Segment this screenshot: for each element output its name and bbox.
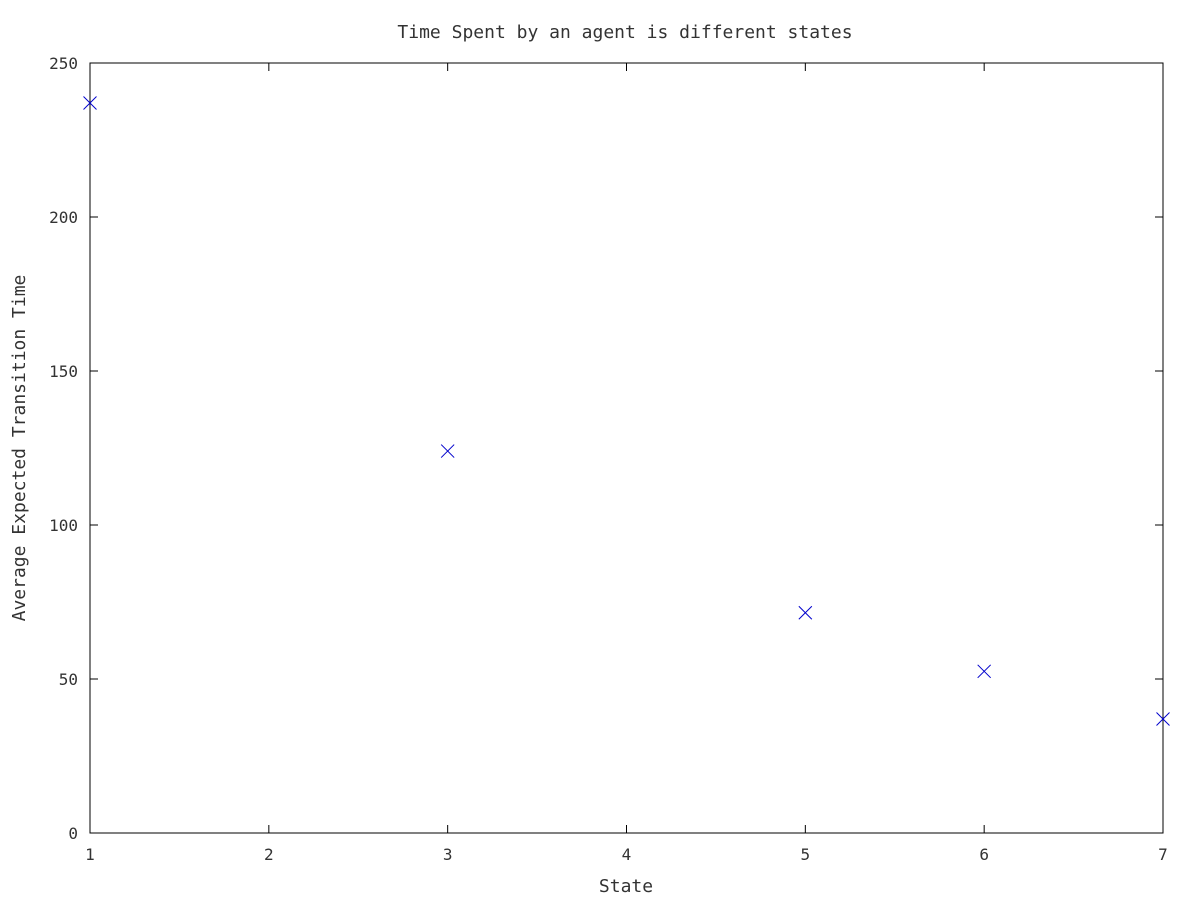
x-tick-label: 2 — [264, 845, 274, 864]
x-tick-label: 1 — [85, 845, 95, 864]
x-tick-label: 7 — [1158, 845, 1168, 864]
x-tick-label: 6 — [979, 845, 989, 864]
chart-title: Time Spent by an agent is different stat… — [397, 22, 852, 43]
y-axis-label: Average Expected Transition Time — [9, 275, 30, 622]
x-tick-label: 5 — [801, 845, 811, 864]
data-point — [83, 96, 97, 110]
y-tick-label: 200 — [49, 208, 78, 227]
y-tick-label: 0 — [68, 824, 78, 843]
data-point — [798, 605, 813, 620]
x-tick-label: 3 — [443, 845, 453, 864]
y-axis-ticks: 0 50 100 150 200 250 — [49, 54, 1163, 843]
data-point — [977, 664, 992, 679]
y-tick-label: 100 — [49, 516, 78, 535]
y-tick-label: 50 — [59, 670, 78, 689]
data-points — [83, 96, 1170, 726]
y-tick-label: 150 — [49, 362, 78, 381]
y-tick-label: 250 — [49, 54, 78, 73]
x-axis-ticks: 1 2 3 4 5 6 7 — [85, 63, 1168, 864]
x-axis-label: State — [599, 876, 653, 897]
plot-frame — [89, 62, 1164, 834]
x-tick-label: 4 — [622, 845, 632, 864]
data-point — [440, 444, 455, 458]
data-point — [1156, 712, 1170, 726]
